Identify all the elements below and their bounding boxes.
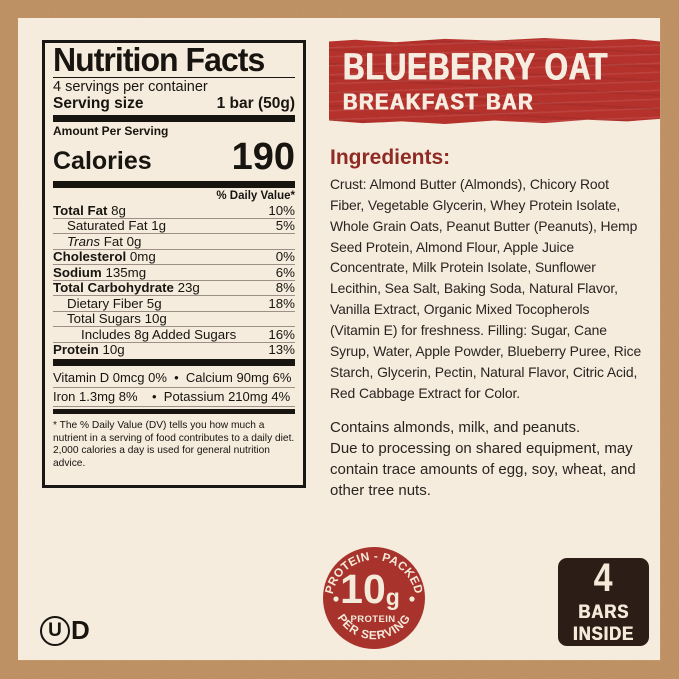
svg-text:PROTEIN: PROTEIN xyxy=(350,614,395,625)
